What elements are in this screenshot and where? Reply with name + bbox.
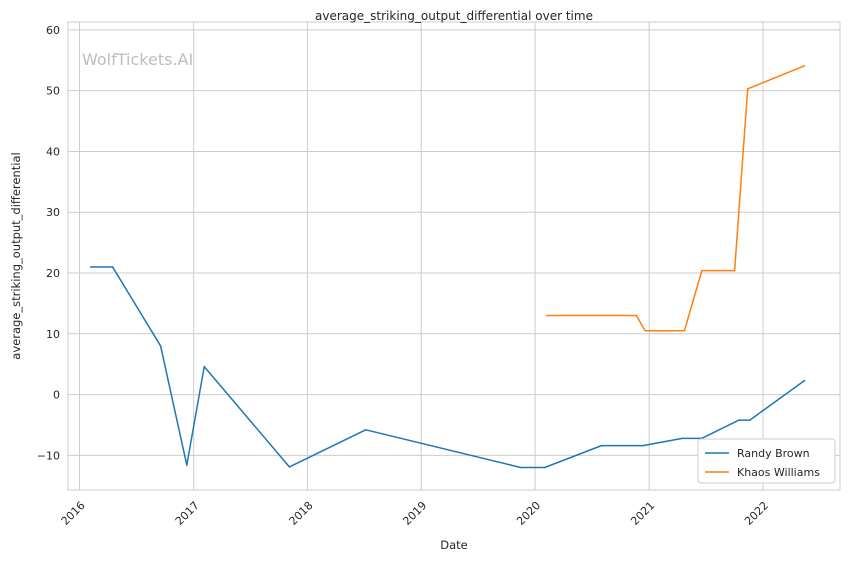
data-point-khaos-williams [546, 314, 548, 317]
data-point-randy-brown [681, 437, 684, 440]
data-point-khaos-williams [733, 269, 736, 272]
data-point-randy-brown [185, 464, 188, 466]
plot-frame [67, 21, 841, 491]
data-point-khaos-williams [746, 88, 749, 90]
data-point-khaos-williams [644, 329, 646, 332]
data-point-randy-brown [543, 466, 546, 469]
data-point-khaos-williams [701, 269, 703, 272]
legend-box [697, 438, 836, 484]
chart-title: average_striking_output_differential ove… [315, 9, 593, 23]
data-point-randy-brown [159, 345, 162, 347]
series-line-khaos-williams [546, 65, 805, 332]
series-layer [89, 64, 806, 469]
grid [68, 22, 840, 490]
data-point-randy-brown [288, 466, 291, 468]
data-point-randy-brown [642, 444, 644, 447]
data-point-khaos-williams [803, 64, 806, 67]
y-tick-label: 60 [46, 24, 60, 37]
y-tick-label: 30 [46, 206, 60, 219]
data-point-randy-brown [738, 419, 740, 421]
y-tick-label: 20 [46, 267, 60, 280]
data-point-randy-brown [749, 419, 751, 421]
y-tick-labels: −10 0 10 20 30 40 50 60 [37, 24, 60, 462]
y-tick-label: 0 [53, 389, 60, 402]
data-point-randy-brown [600, 444, 603, 447]
y-tick-label: 50 [46, 85, 60, 98]
data-point-randy-brown [111, 266, 114, 268]
series-line-randy-brown [90, 266, 805, 469]
legend-label-randy-brown: Randy Brown [737, 447, 810, 460]
data-point-randy-brown [803, 379, 806, 382]
data-point-randy-brown [203, 365, 206, 368]
y-axis-label: average_striking_output_differential [9, 152, 23, 359]
y-tick-label: 40 [46, 145, 60, 158]
y-tick-label: −10 [37, 449, 60, 462]
data-point-randy-brown [89, 266, 92, 268]
legend-label-khaos-williams: Khaos Williams [737, 466, 820, 479]
watermark: WolfTickets.AI [82, 50, 193, 69]
data-point-randy-brown [519, 466, 522, 469]
data-point-khaos-williams [635, 314, 638, 317]
legend: Randy Brown Khaos Williams [697, 438, 836, 484]
plot-area [68, 22, 840, 490]
y-tick-label: 10 [46, 328, 60, 341]
data-point-khaos-williams [683, 329, 686, 332]
data-point-randy-brown [364, 429, 367, 431]
x-axis-label: Date [440, 538, 468, 552]
